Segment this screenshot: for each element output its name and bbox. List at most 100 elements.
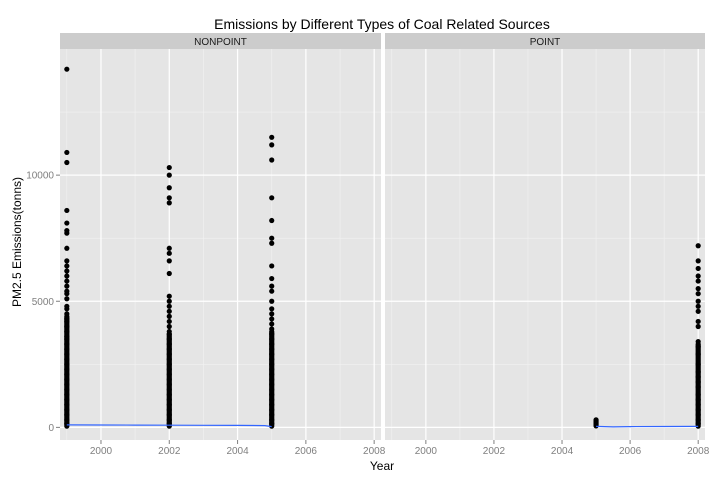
data-point — [64, 149, 70, 156]
data-point — [695, 384, 701, 390]
facet-strip — [60, 33, 381, 49]
data-point — [269, 331, 275, 337]
x-tick-label: 2000 — [90, 446, 113, 457]
data-point — [64, 351, 70, 357]
smooth-trend-line — [66, 424, 272, 428]
chart-title: Emissions by Different Types of Coal Rel… — [214, 16, 550, 32]
data-point — [695, 273, 701, 279]
data-point — [593, 423, 599, 429]
data-point — [695, 379, 701, 385]
data-point — [695, 344, 701, 350]
data-point — [269, 306, 275, 312]
data-point — [695, 278, 701, 284]
data-point — [269, 417, 275, 423]
data-point — [269, 326, 275, 332]
data-point — [166, 351, 172, 357]
data-point — [64, 412, 70, 418]
data-point — [269, 283, 275, 289]
data-point — [166, 361, 172, 367]
data-point — [166, 164, 172, 171]
data-point — [64, 273, 70, 279]
data-point — [166, 376, 172, 383]
data-point — [166, 341, 172, 347]
data-point — [269, 298, 275, 304]
data-point — [166, 423, 172, 429]
data-point — [64, 381, 70, 388]
data-point — [695, 258, 701, 264]
data-point — [64, 356, 70, 362]
data-point — [64, 328, 70, 335]
data-point — [269, 311, 275, 317]
data-point — [269, 391, 275, 398]
data-point — [166, 250, 172, 256]
data-point — [64, 230, 70, 236]
data-point — [166, 412, 172, 418]
data-point — [64, 336, 70, 342]
facet-panel-point: POINT 2000 2002 2004 2006 2008 — [385, 33, 710, 457]
data-point — [269, 275, 275, 282]
data-point — [269, 341, 275, 347]
data-point — [695, 402, 701, 408]
data-point — [695, 308, 701, 314]
x-tick-label: 2004 — [551, 446, 574, 457]
data-point — [64, 268, 70, 274]
x-tick-label: 2004 — [226, 446, 249, 457]
data-point — [64, 283, 70, 289]
data-point — [166, 303, 172, 309]
data-point — [64, 323, 70, 330]
x-tick-label: 2002 — [483, 446, 506, 457]
data-point — [269, 263, 275, 269]
data-point — [166, 366, 172, 372]
data-point — [166, 386, 172, 393]
data-point — [166, 298, 172, 304]
data-point — [269, 366, 275, 372]
data-point — [695, 369, 701, 375]
data-point — [695, 374, 701, 380]
data-point — [64, 220, 70, 226]
data-point — [166, 200, 172, 206]
x-tick-label: 2006 — [295, 446, 318, 457]
data-point — [269, 371, 275, 378]
data-point — [166, 313, 172, 319]
data-point — [166, 336, 172, 342]
data-point — [64, 386, 70, 393]
data-point — [64, 402, 70, 408]
x-tick-label: 2008 — [363, 446, 386, 457]
data-point — [695, 303, 701, 309]
data-point — [64, 361, 70, 367]
data-point — [269, 134, 275, 140]
smooth-trend-line — [596, 425, 699, 428]
data-point — [64, 159, 70, 166]
data-point — [64, 296, 70, 302]
data-point — [269, 346, 275, 352]
facet-panels: NONPOINT 2000 2002 2004 2006 2008 0 5000 10000 PO… — [26, 33, 710, 457]
data-point — [64, 391, 70, 398]
data-point — [64, 291, 70, 297]
data-point — [166, 381, 172, 388]
data-point — [166, 417, 172, 423]
y-tick-label: 10000 — [26, 171, 54, 182]
data-point — [695, 291, 701, 297]
facet-panel-nonpoint: NONPOINT 2000 2002 2004 2006 2008 0 5000 10000 — [26, 33, 386, 457]
data-point — [695, 417, 701, 423]
data-point — [64, 346, 70, 352]
x-tick-label: 2008 — [687, 446, 710, 457]
data-point — [64, 407, 70, 413]
data-point — [695, 351, 701, 357]
data-point — [166, 356, 172, 362]
data-point — [166, 195, 172, 201]
facet-strip-label: NONPOINT — [194, 37, 247, 48]
data-point — [166, 391, 172, 398]
data-point — [166, 331, 172, 337]
data-point — [269, 316, 275, 322]
data-point — [269, 142, 275, 148]
x-tick-label: 2006 — [619, 446, 642, 457]
data-point — [64, 311, 70, 317]
panel-background — [385, 49, 705, 440]
data-point — [64, 306, 70, 312]
data-point — [166, 397, 172, 403]
data-point — [166, 270, 172, 277]
data-point — [695, 265, 701, 272]
data-point — [269, 321, 275, 327]
